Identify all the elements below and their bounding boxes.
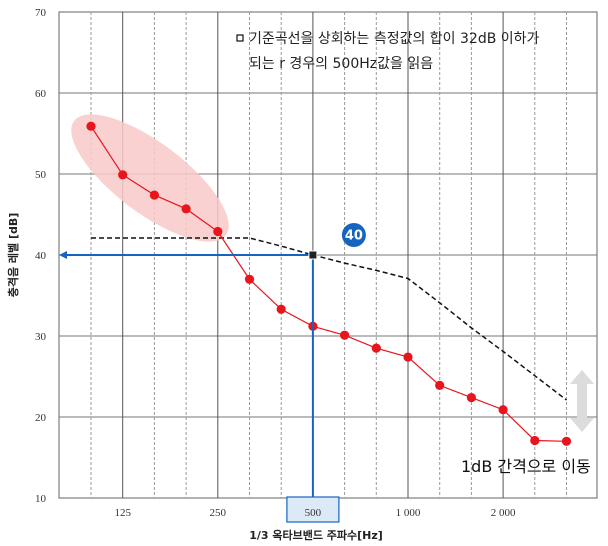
read-value-badge bbox=[341, 223, 366, 247]
x-tick-labels: 125 250 500 1 000 2 000 bbox=[114, 496, 516, 523]
grid bbox=[59, 12, 597, 498]
measured-point bbox=[181, 204, 191, 214]
highlight-band-box bbox=[286, 496, 340, 523]
measured-point bbox=[118, 170, 128, 180]
read-lines: 40 bbox=[59, 223, 366, 498]
y-tick-label: 20 bbox=[35, 412, 47, 424]
read-value-label: 40 bbox=[345, 229, 363, 244]
measured-point bbox=[149, 190, 159, 200]
annotation-line-2: 되는 r 경우의 500Hz값을 읽음 bbox=[249, 56, 433, 72]
measured-point bbox=[466, 392, 476, 403]
y-tick-labels: 10 20 30 40 50 60 70 bbox=[35, 7, 47, 505]
x-axis-title: 1/3 옥타브밴드 주파수[Hz] bbox=[249, 528, 383, 542]
y-tick-label: 40 bbox=[35, 250, 47, 262]
measured-point bbox=[340, 330, 350, 340]
x-tick-label: 500 bbox=[305, 507, 322, 519]
measured-point bbox=[435, 380, 445, 391]
legend-marker bbox=[236, 34, 244, 42]
measured-point bbox=[86, 121, 96, 131]
annotation-line-1: 기준곡선을 상회하는 측정값의 합이 32dB 이하가 bbox=[249, 31, 540, 47]
y-tick-label: 50 bbox=[35, 169, 47, 181]
y-tick-label: 30 bbox=[35, 331, 47, 343]
measured-point bbox=[371, 343, 381, 353]
measured-series bbox=[86, 121, 572, 446]
shift-arrow bbox=[570, 370, 594, 432]
x-tick-label: 2 000 bbox=[491, 507, 516, 519]
read-point-marker bbox=[308, 250, 318, 260]
x-tick-label: 1 000 bbox=[396, 507, 421, 519]
reference-curve-line bbox=[91, 237, 567, 401]
y-tick-label: 60 bbox=[35, 88, 47, 100]
y-tick-label: 70 bbox=[35, 7, 47, 19]
measured-point bbox=[276, 304, 286, 314]
measured-point bbox=[498, 405, 508, 415]
measured-point bbox=[213, 226, 223, 237]
reference-curve bbox=[91, 237, 567, 401]
x-tick-label: 250 bbox=[210, 507, 227, 519]
read-arrow-head bbox=[59, 251, 67, 259]
x-tick-label: 125 bbox=[114, 507, 131, 519]
measured-point bbox=[403, 352, 413, 362]
measured-point bbox=[561, 436, 572, 446]
measured-point bbox=[244, 274, 255, 284]
shift-label: 1dB 간격으로 이동 bbox=[461, 457, 591, 476]
y-tick-label: 10 bbox=[35, 493, 47, 505]
measured-point bbox=[530, 435, 540, 446]
y-axis-title: 충격음 레벨 [dB] bbox=[6, 213, 20, 298]
measured-line bbox=[90, 125, 567, 442]
